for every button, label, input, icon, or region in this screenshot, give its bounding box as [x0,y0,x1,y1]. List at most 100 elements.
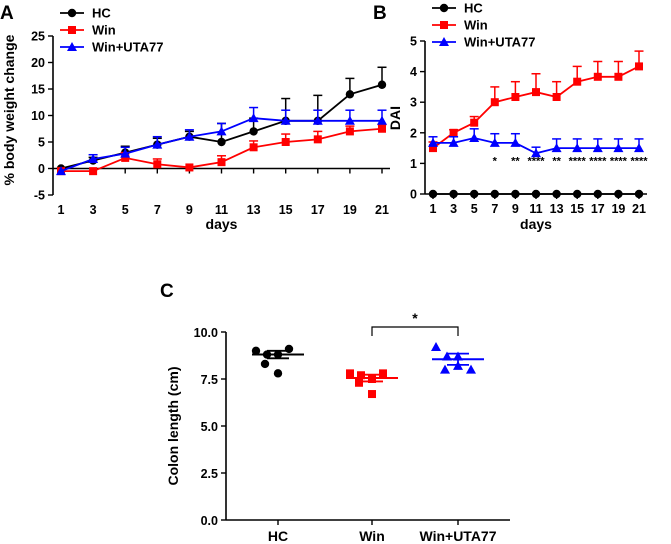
category-label: Win [359,528,385,544]
data-point [449,189,458,199]
data-point [377,115,387,125]
data-point [260,359,270,369]
data-point [428,189,438,199]
data-point [614,189,623,199]
panel-c: C 0.0 2.5 5.0 7.5 10.0 HC Win Win+UTA77 Colon le… [160,281,510,544]
x-tick-label: 13 [550,202,564,216]
data-point [345,90,355,99]
legend-marker [67,42,77,51]
data-point [429,144,437,153]
data-point [312,115,323,125]
y-tick-label: 0 [410,188,417,202]
data-point [313,135,322,144]
x-tick-label: 11 [529,202,542,216]
data-point [635,62,643,71]
data-point [284,344,294,354]
data-point [248,113,259,123]
x-tick-label: 5 [122,203,129,217]
data-point [121,153,130,162]
data-point [273,369,283,378]
panel-c-label: C [160,281,174,302]
data-point [573,189,582,199]
data-point [428,137,438,147]
y-tick-label: 3 [410,96,417,110]
data-point [249,127,258,136]
y-tick-label: -5 [34,189,45,203]
data-point [152,139,163,149]
y-tick-label: 4 [410,65,417,79]
legend-label: Win [464,18,488,33]
x-tick-label: 15 [570,202,584,216]
y-tick-label: 25 [31,30,45,44]
data-point [593,189,602,199]
significance-label: **** [610,155,628,167]
data-point [280,115,291,125]
y-tick-label: 2 [410,126,417,140]
y-tick-label: 2.5 [201,467,218,481]
y-tick-label: 0.0 [201,514,218,528]
series-hc [428,189,644,199]
significance-label: * [412,310,418,326]
significance-label: ** [511,155,520,167]
data-point [251,346,261,355]
x-tick-label: 11 [215,203,228,217]
data-point [490,98,499,107]
y-tick-label: 5.0 [201,420,218,434]
data-point [185,163,194,172]
legend-label: HC [92,6,111,21]
category-label: Win+UTA77 [419,528,496,544]
series-win-uta77 [56,106,387,176]
data-point [634,143,644,153]
data-point [345,127,354,136]
legend-label: Win+UTA77 [92,40,164,55]
category-label: HC [268,528,288,544]
x-tick-label: 7 [491,202,498,216]
data-point [552,189,561,199]
data-point [377,80,387,89]
group-win [346,369,398,399]
x-tick-label: 17 [591,202,605,216]
data-point [153,160,162,169]
x-tick-label: 9 [512,202,519,216]
data-point [56,166,66,176]
legend-label: HC [464,1,483,16]
data-point [378,124,386,133]
significance-label: ** [552,155,561,167]
x-tick-label: 7 [154,203,161,217]
x-axis-title: days [520,216,552,232]
data-point [440,364,450,374]
legend-label: Win [92,23,116,38]
data-point [511,92,520,101]
data-point [613,143,624,153]
x-tick-label: 1 [430,202,437,216]
data-point [469,133,480,143]
data-point [184,131,195,141]
series-win-uta77 [428,128,644,158]
data-point [442,351,452,361]
data-point [510,137,521,147]
data-point [448,137,459,147]
y-tick-label: 1 [410,157,417,171]
data-point [470,189,479,199]
data-point [592,143,603,153]
significance-label: **** [527,155,545,167]
group-hc [251,344,304,378]
panel-b-label: B [373,3,387,24]
data-point [466,364,476,374]
data-point [573,77,582,86]
data-point [511,189,520,199]
y-axis-title: Colon length (cm) [165,367,181,486]
y-tick-label: 0 [38,162,45,176]
data-point [344,115,355,125]
x-tick-label: 3 [450,202,457,216]
x-tick-label: 13 [247,203,261,217]
legend-marker [440,21,448,29]
y-tick-label: 7.5 [201,373,218,387]
legend-marker [439,37,449,46]
data-point [120,148,131,158]
data-point [89,167,98,176]
data-point [470,118,479,127]
x-tick-label: 3 [90,203,97,217]
x-tick-label: 21 [375,203,389,217]
